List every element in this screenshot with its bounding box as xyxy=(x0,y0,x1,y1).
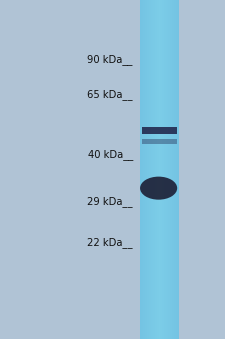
Bar xyxy=(159,0,160,339)
Bar xyxy=(175,0,176,339)
Text: 29 kDa__: 29 kDa__ xyxy=(87,197,133,207)
Bar xyxy=(143,0,144,339)
Bar xyxy=(167,0,168,339)
Bar xyxy=(165,0,166,339)
Bar xyxy=(144,0,145,339)
Bar xyxy=(174,0,175,339)
Bar xyxy=(177,0,178,339)
Ellipse shape xyxy=(140,177,177,200)
Bar xyxy=(141,0,142,339)
Bar xyxy=(161,0,162,339)
Text: 65 kDa__: 65 kDa__ xyxy=(87,89,133,100)
Bar xyxy=(149,0,150,339)
Bar xyxy=(147,0,148,339)
Bar xyxy=(142,139,176,144)
Bar xyxy=(155,0,156,339)
Bar xyxy=(150,0,151,339)
Text: 22 kDa__: 22 kDa__ xyxy=(87,237,133,248)
Bar xyxy=(151,0,152,339)
Bar xyxy=(142,127,176,134)
Bar xyxy=(176,0,177,339)
Bar xyxy=(166,0,167,339)
Bar xyxy=(140,0,141,339)
Bar xyxy=(157,0,158,339)
Bar xyxy=(154,0,155,339)
Bar xyxy=(153,0,154,339)
Bar xyxy=(156,0,157,339)
Bar xyxy=(178,0,179,339)
Text: 40 kDa__: 40 kDa__ xyxy=(88,149,133,160)
Bar xyxy=(162,0,163,339)
Bar xyxy=(168,0,169,339)
Bar xyxy=(142,0,143,339)
Bar xyxy=(160,0,161,339)
Bar xyxy=(152,0,153,339)
Bar xyxy=(172,0,173,339)
Bar xyxy=(170,0,171,339)
Bar xyxy=(171,0,172,339)
Bar xyxy=(146,0,147,339)
Bar xyxy=(148,0,149,339)
Bar xyxy=(164,0,165,339)
Bar xyxy=(163,0,164,339)
Bar xyxy=(169,0,170,339)
Bar xyxy=(158,0,159,339)
Text: 90 kDa__: 90 kDa__ xyxy=(87,54,133,65)
Bar xyxy=(173,0,174,339)
Bar xyxy=(145,0,146,339)
